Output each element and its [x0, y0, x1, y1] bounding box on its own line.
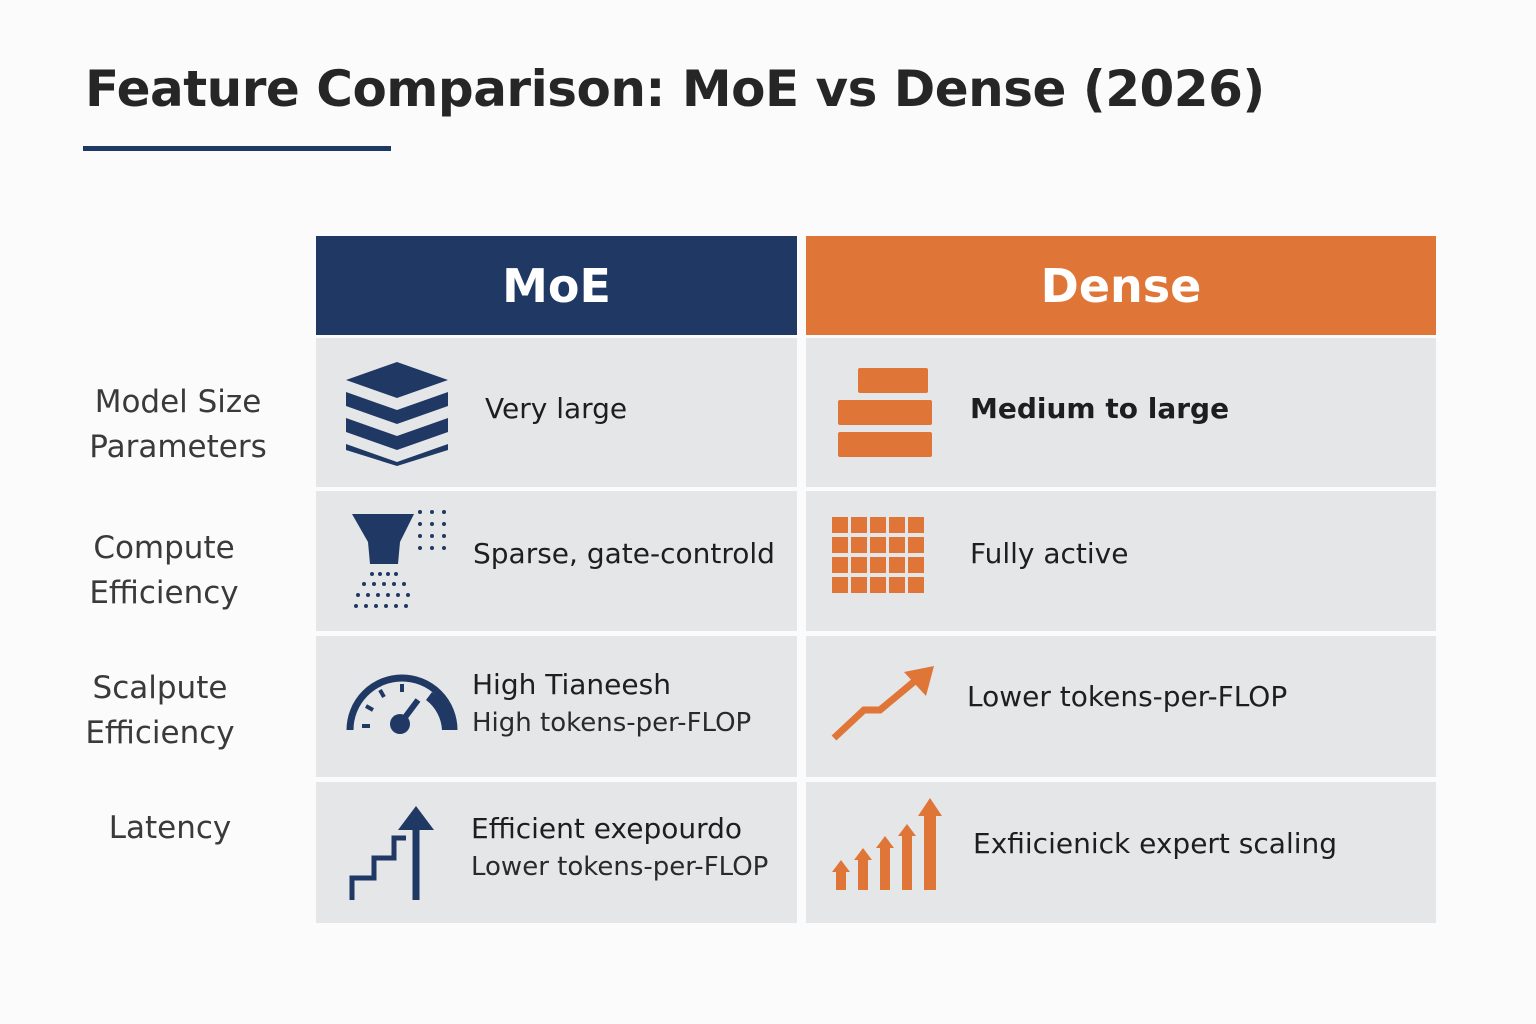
column-header: MoE	[316, 236, 797, 335]
row-label-line: Parameters	[89, 429, 267, 465]
row-label: Latency	[50, 806, 290, 851]
cell-text: Lower tokens-per-FLOP	[967, 680, 1288, 713]
cell-line: High Tianeesh	[472, 668, 671, 701]
cell-line: Efficient exepourdo	[471, 812, 743, 845]
row-label-line: Scalpute	[92, 670, 228, 706]
row-label-line: Efficiency	[85, 715, 235, 751]
icon-trend	[831, 666, 934, 741]
row-label-line: Compute	[93, 530, 235, 566]
cell-text: Exfiicienick expert scaling	[973, 827, 1338, 860]
cell-line: Lower tokens-per-FLOP	[471, 852, 769, 882]
row-label: Compute Efficiency	[44, 526, 284, 616]
icon-grid	[832, 517, 924, 593]
cell-text: Very large	[485, 392, 628, 425]
title-underline	[83, 146, 391, 151]
cell	[806, 636, 1436, 777]
cell	[316, 636, 797, 777]
cell-line: High tokens-per-FLOP	[472, 708, 752, 738]
icon-blocks	[838, 368, 932, 457]
icon-bars-up	[832, 798, 942, 890]
row-label-line: Efficiency	[89, 575, 239, 611]
row-label-line: Latency	[108, 810, 232, 846]
icon-stack	[346, 362, 448, 466]
row-label: Scalpute Efficiency	[40, 666, 280, 756]
cell-text: Medium to large	[970, 392, 1230, 425]
icon-stairs	[349, 806, 434, 900]
cell-text: High Tianeesh High tokens-per-FLOP	[472, 666, 751, 742]
cell-text: Fully active	[970, 537, 1129, 570]
row-label-line: Model Size	[94, 384, 262, 420]
icon-gauge	[346, 674, 458, 734]
cell-text: Efficient exepourdo Lower tokens-per-FLOP	[471, 810, 768, 886]
title: Feature Comparison: MoE vs Dense (2026)	[85, 60, 1265, 118]
icon-funnel	[352, 510, 446, 608]
cell-text: Sparse, gate-controld	[473, 537, 775, 570]
column-header: Dense	[806, 236, 1436, 335]
row-label: Model Size Parameters	[58, 380, 298, 470]
